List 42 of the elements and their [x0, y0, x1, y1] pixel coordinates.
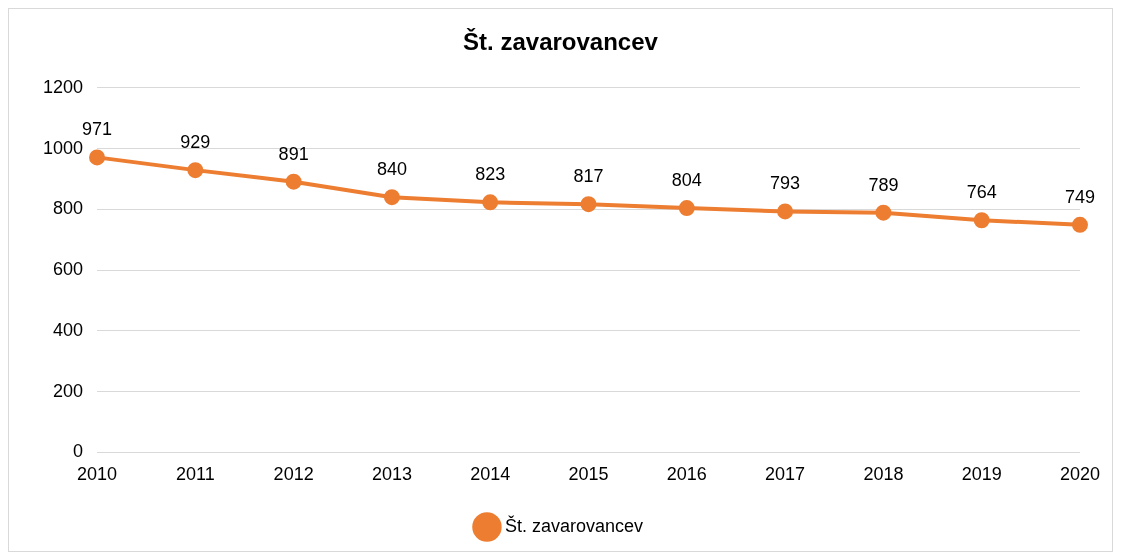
- data-label: 971: [82, 119, 113, 140]
- x-tick-label: 2016: [666, 464, 707, 485]
- y-tick-label: 1200: [43, 76, 84, 97]
- data-label: 804: [671, 170, 702, 191]
- data-label: 817: [573, 166, 604, 187]
- x-tick-label: 2020: [1059, 464, 1100, 485]
- point: [187, 162, 204, 179]
- point: [482, 194, 499, 211]
- data-label: 891: [278, 143, 309, 164]
- data-label: 823: [475, 164, 506, 185]
- x-tick-label: 2011: [175, 464, 215, 485]
- x-tick-label: 2019: [961, 464, 1002, 485]
- point: [89, 149, 106, 166]
- data-label: 749: [1064, 186, 1095, 207]
- x-tick-label: 2014: [470, 464, 511, 485]
- y-tick-label: 0: [73, 441, 84, 462]
- x-tick-label: 2013: [371, 464, 412, 485]
- y-tick-label: 200: [53, 380, 84, 401]
- x-tick-label: 2012: [273, 464, 314, 485]
- data-label: 929: [180, 132, 211, 153]
- data-label: 789: [868, 174, 899, 195]
- point: [678, 200, 695, 217]
- data-label: 793: [770, 173, 801, 194]
- chart-title: Št. zavarovancev: [463, 28, 659, 56]
- x-tick-label: 2017: [765, 464, 806, 485]
- point: [1071, 216, 1088, 233]
- point: [777, 203, 794, 220]
- x-tick-label: 2018: [863, 464, 904, 485]
- y-tick-label: 400: [53, 319, 84, 340]
- x-tick-label: 2010: [77, 464, 118, 485]
- y-tick-label: 600: [53, 259, 84, 280]
- point: [973, 212, 990, 229]
- x-tick-label: 2015: [568, 464, 609, 485]
- point: [875, 204, 892, 221]
- point: [285, 173, 302, 190]
- data-label: 840: [376, 159, 407, 180]
- legend-label: Št. zavarovancev: [504, 514, 644, 536]
- point: [383, 189, 400, 206]
- data-label: 764: [966, 182, 997, 203]
- point: [580, 196, 597, 213]
- y-tick-label: 1000: [43, 137, 84, 158]
- y-tick-label: 800: [53, 198, 84, 219]
